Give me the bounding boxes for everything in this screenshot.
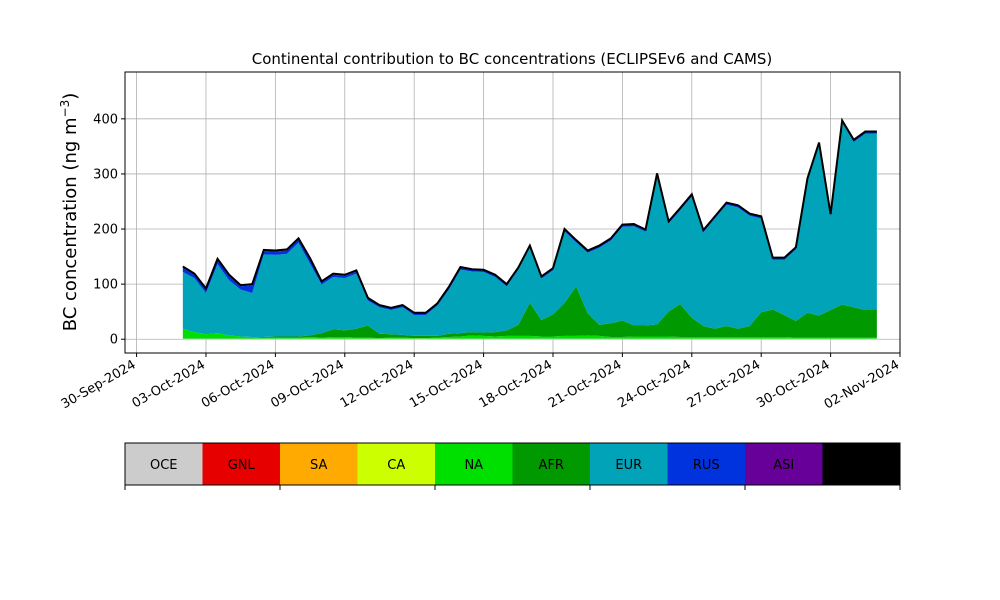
chart-title: Continental contribution to BC concentra… xyxy=(252,50,773,68)
y-axis-ticks: 0 100 200 300 400 xyxy=(93,112,125,348)
x-tick-label: 27-Oct-2024 xyxy=(685,357,763,411)
area-afr xyxy=(182,286,877,339)
area-eur xyxy=(182,122,877,338)
legend-swatch-aus xyxy=(822,443,900,485)
y-tick-label: 400 xyxy=(93,112,118,127)
total-line-path xyxy=(182,117,877,314)
y-tick-label: 300 xyxy=(93,167,118,182)
x-tick-label: 30-Sep-2024 xyxy=(59,357,139,412)
x-tick-label: 06-Oct-2024 xyxy=(199,357,277,411)
legend-label-sa: SA xyxy=(310,458,327,473)
plot-frame xyxy=(124,71,901,354)
legend-label-afr: AFR xyxy=(539,458,564,473)
stacked-areas xyxy=(182,120,877,340)
legend-label-asi: ASI xyxy=(773,458,794,473)
x-tick-label: 09-Oct-2024 xyxy=(268,357,346,411)
legend-label-gnl: GNL xyxy=(228,458,256,473)
y-axis-label: BC concentration (ng m−3) xyxy=(58,93,81,332)
legend-frame xyxy=(124,442,901,486)
x-tick-label: 21-Oct-2024 xyxy=(546,357,624,411)
legend-label-oce: OCE xyxy=(150,458,178,473)
x-tick-label: 03-Oct-2024 xyxy=(130,357,208,411)
area-na xyxy=(182,328,877,339)
legend-swatch-sa xyxy=(280,443,358,485)
area-oce xyxy=(182,338,877,340)
legend-label-eur: EUR xyxy=(615,458,642,473)
total-line xyxy=(182,117,877,314)
x-tick-label: 18-Oct-2024 xyxy=(477,357,555,411)
legend-swatch-rus xyxy=(667,443,745,485)
legend-swatch-oce xyxy=(125,443,203,485)
y-tick-label: 200 xyxy=(93,223,118,238)
legend-swatch-afr xyxy=(512,443,590,485)
legend-label-na: NA xyxy=(464,458,483,473)
x-tick-label: 12-Oct-2024 xyxy=(338,357,416,411)
y-tick-label: 0 xyxy=(110,333,118,348)
x-tick-label: 24-Oct-2024 xyxy=(615,357,693,411)
legend-label-aus: AUS xyxy=(848,458,875,473)
legend-label-rus: RUS xyxy=(693,458,720,473)
y-axis-label-main: BC concentration (ng m xyxy=(60,117,81,331)
x-axis-ticks: 30-Sep-202403-Oct-202406-Oct-202409-Oct-… xyxy=(59,353,902,412)
x-tick-label: 15-Oct-2024 xyxy=(407,357,485,411)
legend-swatch-asi xyxy=(745,443,823,485)
y-tick-label: 100 xyxy=(93,278,118,293)
x-tick-label: 02-Nov-2024 xyxy=(822,357,902,412)
x-tick-label: 30-Oct-2024 xyxy=(754,357,832,411)
legend-label-ca: CA xyxy=(387,458,405,473)
y-axis-label-close: ) xyxy=(60,93,81,100)
legend-swatch-ca xyxy=(357,443,435,485)
legend-swatch-gnl xyxy=(202,443,280,485)
legend-swatch-na xyxy=(435,443,513,485)
legend-swatch-eur xyxy=(590,443,668,485)
y-axis-label-sup: −3 xyxy=(58,100,72,118)
colorbar-legend: OCE GNL SA CA NA AFR EUR RUS ASI AUS xyxy=(124,442,901,490)
